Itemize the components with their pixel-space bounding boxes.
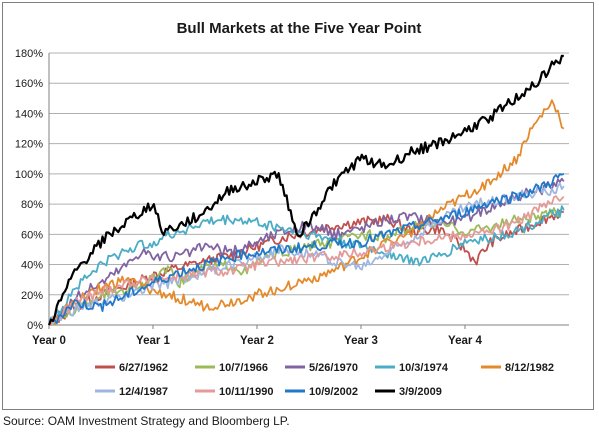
x-tick-label: Year 4 [448, 335, 482, 347]
series-line [47, 54, 564, 326]
gridlines [49, 52, 569, 296]
legend-label: 3/9/2009 [399, 386, 442, 398]
series-line [48, 206, 565, 326]
legend-label: 8/12/1982 [505, 362, 554, 374]
y-tick-label: 160% [15, 78, 43, 90]
y-tick-label: 100% [15, 169, 43, 181]
x-tick-label: Year 1 [136, 335, 170, 347]
y-tick-label: 40% [21, 260, 43, 272]
legend-label: 10/9/2002 [309, 386, 358, 398]
x-tick-label: Year 0 [32, 335, 66, 347]
legend-label: 5/26/1970 [309, 362, 358, 374]
x-tick-label: Year 3 [344, 335, 378, 347]
axes: 0% 20% 40% 60% 80% 100% 120% 140% 160% 180% Year 0… [15, 48, 569, 347]
legend-label: 10/3/1974 [399, 362, 449, 374]
y-tick-label: 120% [15, 139, 43, 151]
series-line [48, 209, 564, 326]
y-tick-label: 140% [15, 108, 43, 120]
chart-frame: Bull Markets at the Five Year Point 0% 20… [2, 2, 594, 410]
chart-title: Bull Markets at the Five Year Point [177, 20, 422, 37]
legend-label: 6/27/1962 [119, 362, 168, 374]
y-tick-label: 60% [21, 229, 43, 241]
series-line [48, 99, 565, 326]
y-tick-label: 0% [27, 320, 43, 332]
legend-label: 10/7/1966 [219, 362, 268, 374]
legend-label: 12/4/1987 [119, 386, 168, 398]
series-lines [47, 54, 565, 326]
series-line [48, 205, 565, 326]
series-line [49, 195, 565, 326]
x-tick-label: Year 2 [240, 335, 274, 347]
y-tick-label: 80% [21, 199, 43, 211]
series-line [48, 173, 565, 326]
series-line [48, 182, 565, 326]
y-tick-label: 20% [21, 290, 43, 302]
legend-label: 10/11/1990 [219, 386, 273, 398]
source-note: Source: OAM Investment Strategy and Bloo… [3, 414, 290, 428]
y-tick-label: 180% [15, 48, 43, 60]
chart-svg: Bull Markets at the Five Year Point 0% 20… [15, 20, 569, 398]
legend: 6/27/1962 10/7/1966 5/26/1970 10/3/1974 8/12… [95, 362, 554, 398]
